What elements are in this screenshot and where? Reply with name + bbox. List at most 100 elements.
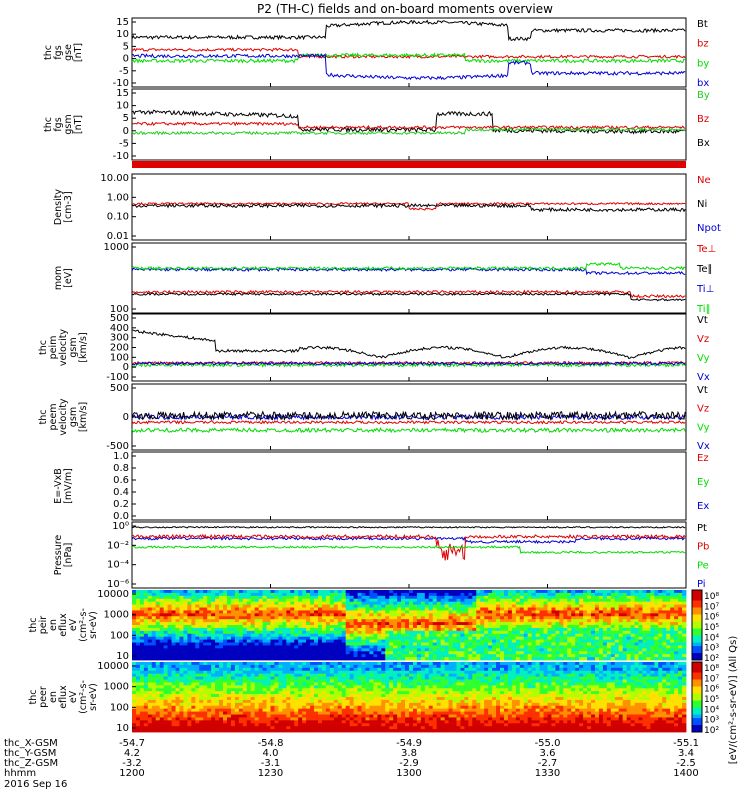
heatmap-cell [539,610,544,614]
heatmap-cell [496,648,501,652]
heatmap-cell [278,667,283,672]
heatmap-cell [353,657,358,661]
heatmap-cell [401,657,406,661]
heatmap-cell [381,639,386,643]
heatmap-cell [472,633,477,638]
heatmap-cell [254,657,260,661]
heatmap-cell [132,720,137,724]
heatmap-cell [317,673,323,677]
heatmap-cell [634,630,639,635]
heatmap-cell [610,613,616,617]
heatmap-cell [238,664,244,669]
heatmap-cell [484,607,489,611]
heatmap-cell [547,630,552,635]
heatmap-cell [230,662,236,666]
heatmap-cell [337,616,343,620]
heatmap-cell [535,616,540,620]
heatmap-cell [282,664,287,669]
y-tick-label: 0 [123,362,129,373]
heatmap-cell [618,636,624,640]
heatmap-cell [246,598,252,603]
heatmap-cell [163,648,169,652]
heatmap-cell [238,688,244,692]
heatmap-cell [266,619,271,623]
heatmap-cell [484,642,489,646]
heatmap-cell [278,662,283,666]
heatmap-cell [219,627,224,632]
heatmap-cell [341,720,347,724]
heatmap-cell [559,622,564,626]
heatmap-cell [147,607,153,611]
heatmap-cell [250,729,256,733]
heatmap-cell [682,613,687,617]
heatmap-cell [448,592,453,597]
heatmap-cell [306,708,311,712]
heatmap-cell [317,613,323,617]
heatmap-cell [171,714,176,718]
heatmap-cell [242,685,248,689]
heatmap-cell [654,642,659,646]
heatmap-cell [159,622,165,626]
heatmap-cell [321,627,327,632]
heatmap-cell [290,633,295,638]
heatmap-cell [424,625,430,629]
heatmap-cell [278,636,283,640]
heatmap-cell [250,694,256,698]
heatmap-cell [159,673,165,677]
heatmap-cell [167,708,172,712]
heatmap-cell [682,598,687,603]
heatmap-cell [155,627,161,632]
heatmap-cell [500,642,505,646]
heatmap-cell [171,627,176,632]
heatmap-cell [559,625,564,629]
heatmap-cell [349,648,354,652]
heatmap-cell [412,642,418,646]
heatmap-cell [472,595,477,600]
heatmap-cell [325,610,331,614]
heatmap-cell [594,627,600,632]
heatmap-cell [333,679,339,683]
heatmap-cell [670,610,675,614]
heatmap-cell [535,639,540,643]
heatmap-cell [159,625,165,629]
heatmap-cell [567,654,572,658]
heatmap-cell [345,670,351,675]
heatmap-cell [329,682,335,686]
heatmap-cell [314,598,319,603]
heatmap-cell [325,697,331,701]
heatmap-cell [567,642,572,646]
heatmap-cell [207,625,212,629]
heatmap-cell [527,610,533,614]
heatmap-cell [476,625,481,629]
heatmap-cell [579,616,584,620]
heatmap-cell [274,616,279,620]
heatmap-cell [274,708,279,712]
heatmap-cell [444,648,449,652]
heatmap-cell [250,720,256,724]
heatmap-cell [286,717,291,721]
heatmap-cell [246,630,252,635]
heatmap-cell [317,604,323,608]
series-bt [131,19,686,42]
heatmap-cell [254,622,260,626]
heatmap-cell [223,699,228,704]
heatmap-cell [365,639,370,643]
heatmap-cell [618,610,624,614]
y-tick-labels: 10.001.000.100.01 [100,173,136,242]
heatmap-cell [456,592,461,597]
heatmap-cell [543,642,548,646]
heatmap-cell [226,664,232,669]
heatmap-cell [175,711,180,715]
heatmap-cell [598,633,604,638]
y-tick-label: 10 [116,29,129,40]
heatmap-cell [416,604,422,608]
heatmap-cell [666,627,671,632]
heatmap-cell [159,651,165,655]
heatmap-cell [575,657,580,661]
heatmap-cell [187,610,192,614]
heatmap-cell [496,636,501,640]
heatmap-cell [567,613,572,617]
heatmap-cell [634,622,639,626]
heatmap-cell [634,601,639,605]
